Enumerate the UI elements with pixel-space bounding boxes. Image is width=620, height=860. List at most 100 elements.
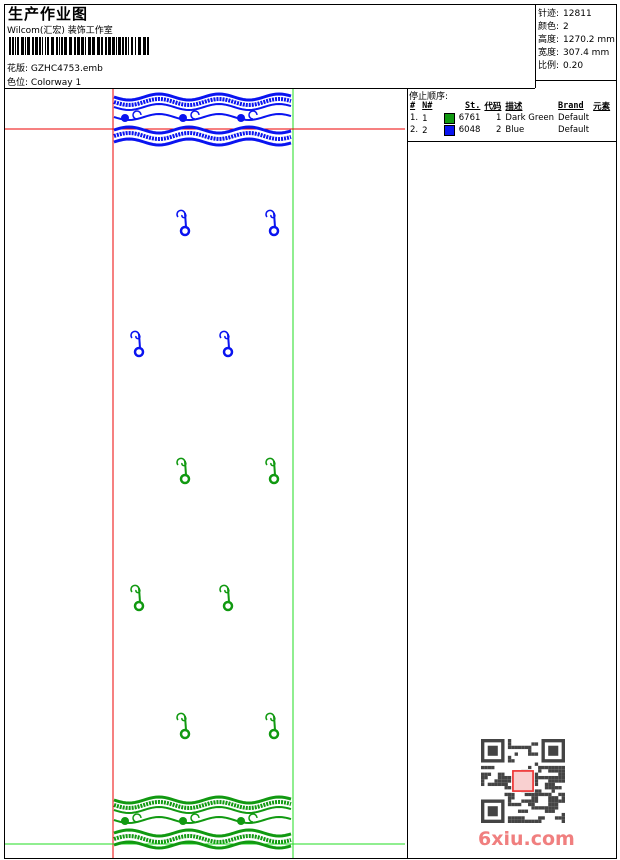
barcode-bar xyxy=(116,37,117,55)
barcode-bar xyxy=(108,37,111,55)
qr-finder xyxy=(481,799,505,823)
lace-wave xyxy=(113,815,292,825)
lace-wave xyxy=(113,130,292,142)
barcode-bar xyxy=(27,37,30,55)
spiral-motif xyxy=(265,712,280,740)
barcode-bar xyxy=(138,37,141,55)
lace-flower xyxy=(179,817,187,825)
frame-left xyxy=(4,4,5,859)
stop-sequence-table: # N# St. 代码 描述 Brand 元素 1. 1 6761 1 Dark… xyxy=(408,100,612,136)
color-cell: 1 xyxy=(420,112,457,124)
table-bottom-line xyxy=(407,141,617,142)
info-divider-bottom xyxy=(535,80,617,81)
frame-top xyxy=(4,4,617,5)
barcode-bar xyxy=(92,37,95,55)
info-colors: 颜色: 2 xyxy=(538,22,569,32)
lace-curl xyxy=(248,110,258,120)
page-title: 生产作业图 xyxy=(8,5,89,23)
lace-wave xyxy=(113,799,292,811)
barcode-bar xyxy=(105,37,107,55)
lace-flower xyxy=(179,114,187,122)
lace-wave xyxy=(113,795,292,805)
lace-wave xyxy=(113,137,292,147)
spiral-motif xyxy=(176,712,191,740)
lace-wave xyxy=(113,96,292,108)
barcode-bar xyxy=(125,37,127,55)
barcode-bar xyxy=(74,37,76,55)
info-width: 宽度: 307.4 mm xyxy=(538,48,610,58)
table-row: 1. 1 6761 1 Dark Green Default xyxy=(410,112,590,124)
barcode-bar xyxy=(64,37,67,55)
barcode-bar xyxy=(21,37,24,55)
lace-wave xyxy=(113,833,292,845)
barcode-bar xyxy=(101,37,103,55)
frame-right xyxy=(616,4,617,859)
frame-bottom xyxy=(4,858,617,859)
lace-flower xyxy=(237,114,245,122)
seal-stamp xyxy=(512,770,534,792)
lace-curl xyxy=(132,110,142,120)
color-cell: 2 xyxy=(420,124,457,136)
info-divider-left xyxy=(535,4,536,88)
lace-curl xyxy=(132,813,142,823)
barcode-bar xyxy=(61,37,63,55)
stop-sequence-title: 停止顺序: xyxy=(409,92,449,102)
barcode xyxy=(9,37,149,55)
barcode-bar xyxy=(51,37,54,55)
barcode-bar xyxy=(39,37,41,55)
lace-wave xyxy=(113,92,292,102)
barcode-bar xyxy=(131,37,133,55)
barcode-bar xyxy=(118,37,121,55)
barcode-bar xyxy=(128,37,129,55)
lace-curl xyxy=(248,813,258,823)
barcode-bar xyxy=(112,37,115,55)
colorway: 色位: Colorway 1 xyxy=(7,75,81,88)
barcode-bar xyxy=(85,37,86,55)
qr-code xyxy=(481,739,565,823)
lace-wave xyxy=(113,828,292,838)
lace-wave xyxy=(113,125,292,135)
barcode-bar xyxy=(35,37,38,55)
barcode-bar xyxy=(47,37,49,55)
spiral-motif xyxy=(176,209,191,237)
barcode-bar xyxy=(15,37,16,55)
barcode-bar xyxy=(77,37,80,55)
barcode-bar xyxy=(59,37,60,55)
lace-wave xyxy=(113,840,292,850)
barcode-bar xyxy=(42,37,43,55)
watermark-logo: 6xiu.com xyxy=(478,828,575,850)
design-file: 花版: GZHC4753.emb xyxy=(7,61,103,74)
barcode-bar xyxy=(9,37,11,55)
lace-wave xyxy=(113,112,292,122)
spiral-motif xyxy=(219,584,234,612)
barcode-bar xyxy=(143,37,146,55)
info-scale: 比例: 0.20 xyxy=(538,61,584,71)
spiral-motif xyxy=(265,457,280,485)
color-swatch xyxy=(443,124,455,136)
colorway-value: Colorway 1 xyxy=(30,78,82,88)
lace-flower xyxy=(237,817,245,825)
info-height: 高度: 1270.2 mm xyxy=(538,35,615,45)
barcode-bar xyxy=(97,37,100,55)
spiral-motif xyxy=(130,584,145,612)
spiral-motif xyxy=(265,209,280,237)
lace-wave xyxy=(113,805,292,815)
design-label: 花版: xyxy=(7,64,29,74)
barcode-bar xyxy=(88,37,91,55)
panel-divider xyxy=(407,88,408,859)
lace-wave xyxy=(113,102,292,112)
design-value: GZHC4753.emb xyxy=(30,64,103,74)
lace-flower xyxy=(121,817,129,825)
barcode-bar xyxy=(45,37,46,55)
barcode-bar xyxy=(17,37,19,55)
barcode-bar xyxy=(56,37,58,55)
barcode-bar xyxy=(147,37,149,55)
barcode-bar xyxy=(25,37,26,55)
qr-finder xyxy=(481,739,505,763)
table-row: 2. 2 6048 2 Blue Default xyxy=(410,124,590,136)
barcode-bar xyxy=(69,37,72,55)
barcode-bar xyxy=(135,37,136,55)
spiral-motif xyxy=(219,330,234,358)
lace-curl xyxy=(190,813,200,823)
